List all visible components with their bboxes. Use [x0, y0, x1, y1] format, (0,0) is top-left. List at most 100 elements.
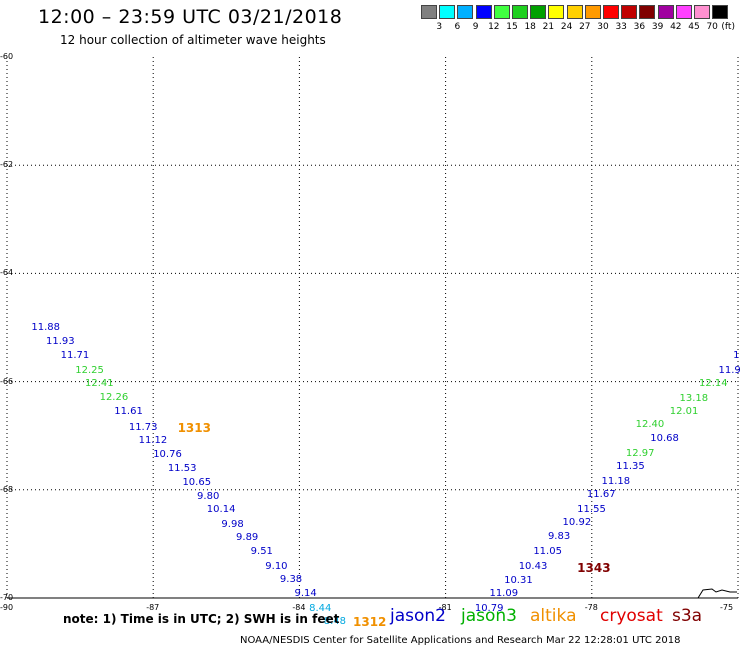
wave-height-jason2: 9.83 [547, 531, 571, 543]
colorbar-swatch [566, 5, 583, 19]
colorbar-label: 15 [506, 22, 518, 32]
wave-height-jason3: 12.26 [99, 391, 129, 403]
wave-height-jason2: 10.68 [650, 433, 679, 445]
colorbar-label: 3 [436, 22, 443, 32]
colorbar-swatch [621, 5, 638, 19]
wave-height-jason2: 11.09 [489, 588, 519, 600]
y-tick-label: -62 [0, 160, 14, 170]
chart-subtitle: 12 hour collection of altimeter wave hei… [60, 33, 326, 47]
wave-height-jason2: 10.76 [153, 448, 182, 460]
coastline [697, 588, 737, 599]
colorbar-swatch [712, 5, 729, 19]
wave-height-jason2: 9.14 [294, 588, 317, 600]
colorbar-label: 9 [472, 22, 479, 32]
satellite-jason2: jason2 [390, 606, 446, 626]
wave-height-jason2: 11.05 [533, 546, 562, 557]
wave-height-jason2: 11.55 [577, 503, 606, 515]
colorbar-label: 24 [560, 22, 573, 32]
colorbar-label: 36 [633, 22, 646, 32]
satellite-altika: altika [530, 606, 577, 626]
colorbar-swatch [694, 5, 710, 19]
wave-height-jason3: 12.97 [625, 447, 655, 459]
colorbar-swatch [657, 5, 674, 19]
colorbar-swatch [675, 5, 692, 19]
y-tick-label: -70 [0, 593, 14, 602]
pass-time-label: 1313 [177, 420, 211, 435]
y-tick-label: -68 [0, 484, 14, 494]
wave-height-jason2: 11.61 [114, 406, 143, 418]
pass-time-label: 1343 [577, 561, 611, 576]
colorbar-label: 70 [706, 22, 718, 32]
wave-height-jason2: 9.51 [250, 546, 273, 557]
wave-height-jason2: 11.35 [616, 461, 645, 473]
colorbar-label: 21 [542, 22, 555, 32]
wave-height-jason2: 11.71 [60, 349, 90, 361]
wave-height-jason3: 12.41 [84, 378, 114, 390]
colorbar-swatch [493, 5, 510, 19]
wave-height-jason2: 10.31 [504, 574, 533, 586]
colorbar-label: 42 [670, 22, 682, 32]
pass-time-label: 1312 [353, 615, 387, 630]
wave-height-jason3: 13.18 [679, 392, 709, 404]
wave-height-jason2: 11.67 [586, 489, 616, 501]
wave-height-jason2: 10.43 [518, 560, 548, 572]
wave-height-jason2: 11.97 [718, 364, 740, 376]
x-corner-label: -90 [0, 603, 14, 612]
colorbar-swatch [475, 5, 492, 19]
wave-height-jason2: 11.12 [138, 435, 168, 447]
wave-height-jason2: 10.79 [474, 602, 504, 614]
colorbar-label: 6 [454, 22, 461, 32]
x-tick-label: -84 [292, 603, 306, 612]
colorbar-swatch [421, 5, 437, 19]
colorbar-swatch [639, 5, 656, 19]
wave-height-jason3: 12.14 [699, 378, 728, 390]
x-tick-label: -81 [438, 603, 452, 612]
colorbar-label: 33 [615, 22, 627, 32]
chart-title: 12:00 – 23:59 UTC 03/21/2018 [38, 6, 343, 28]
wave-height-jason2: 11.7 [733, 349, 740, 361]
colorbar-swatch [548, 5, 565, 19]
colorbar-label: 45 [688, 22, 700, 32]
wave-height-jason3: 12.25 [75, 364, 104, 376]
wave-height-jason2: 10.65 [182, 477, 212, 489]
satellite-jason3: jason3 [461, 606, 517, 626]
satellite-s3a: s3a [672, 606, 703, 626]
colorbar-swatch [439, 5, 456, 19]
y-tick-label: -60 [0, 52, 14, 61]
colorbar-label: 39 [651, 22, 664, 32]
colorbar-swatch [603, 5, 619, 19]
footer-note: note: 1) Time is in UTC; 2) SWH is in fe… [63, 612, 340, 626]
wave-height-jason2: 11.88 [31, 321, 60, 333]
x-tick-label: -75 [720, 603, 734, 612]
colorbar-label: 18 [524, 22, 536, 32]
wave-height-jason2: 9.10 [265, 560, 288, 572]
y-tick-label: -66 [0, 376, 14, 386]
satellite-cryosat: cryosat [600, 606, 663, 626]
footer-credit: NOAA/NESDIS Center for Satellite Applica… [240, 635, 681, 646]
wave-height-jason2: 11.18 [601, 475, 631, 487]
wave-height-jason3: 12.40 [635, 418, 665, 430]
colorbar-swatch [584, 5, 601, 19]
wave-height-altika: 8.48 [323, 616, 347, 628]
wave-height-jason2: 9.38 [279, 574, 303, 586]
wave-height-jason2: 11.73 [128, 421, 158, 433]
wave-height-jason2: 9.80 [197, 490, 220, 502]
wave-height-jason2: 9.98 [221, 518, 244, 530]
wave-height-altika: 8.44 [309, 602, 332, 614]
x-tick-label: -78 [584, 603, 598, 612]
wave-height-jason2: 11.93 [45, 336, 75, 348]
wave-height-jason2: 9.89 [236, 532, 259, 544]
colorbar-swatch [530, 5, 547, 19]
wave-height-jason2: 11.53 [167, 463, 197, 475]
y-tick-label: -64 [0, 268, 14, 278]
colorbar-label: 12 [488, 22, 500, 32]
colorbar-label: 30 [597, 22, 609, 32]
x-tick-label: -87 [146, 603, 160, 612]
wave-height-jason3: 12.01 [669, 406, 699, 418]
wave-height-jason2: 10.92 [562, 517, 592, 529]
colorbar-unit: (ft) [721, 22, 735, 32]
colorbar-label: 27 [579, 22, 591, 32]
colorbar-swatch [457, 5, 474, 19]
wave-height-jason2: 10.14 [206, 504, 236, 516]
